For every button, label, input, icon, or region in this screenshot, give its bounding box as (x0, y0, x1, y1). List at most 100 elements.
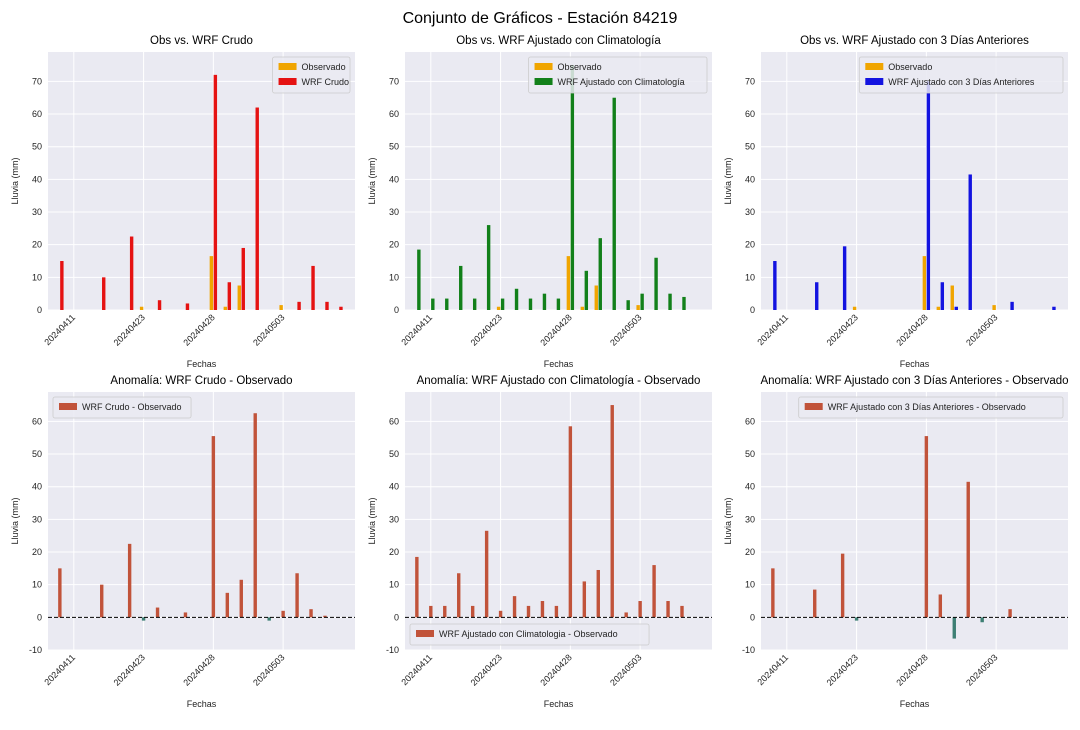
plot-area (761, 52, 1068, 310)
bar-anomalia (211, 436, 216, 618)
bar-anomalia (281, 610, 285, 618)
x-tick-label: 20240411 (399, 652, 434, 687)
bar-anomalia (470, 605, 475, 618)
y-tick-label: 40 (32, 174, 42, 184)
bar-anomalia (771, 568, 775, 618)
plot-area (405, 392, 712, 650)
bar-wrf (842, 246, 847, 310)
bar-wrf (815, 282, 819, 310)
bar-wrf (570, 65, 575, 310)
bar-anomalia (415, 556, 419, 618)
bar-anomalia (854, 617, 859, 621)
bar-wrf (185, 303, 190, 310)
y-tick-label: 30 (389, 207, 399, 217)
bar-wrf (598, 238, 602, 310)
bar-anomalia (980, 617, 984, 623)
x-tick-label: 20240503 (608, 312, 643, 347)
y-tick-label: 40 (32, 482, 42, 492)
bar-anomalia (952, 617, 956, 639)
y-tick-label: 70 (32, 76, 42, 86)
legend-swatch (59, 403, 77, 410)
bar-anomalia (966, 481, 970, 618)
bar-wrf (417, 249, 421, 310)
bar-wrf (584, 270, 589, 310)
bar-wrf (640, 293, 644, 310)
bar-wrf (940, 282, 945, 310)
bar-wrf (926, 81, 931, 310)
bar-wrf (542, 293, 547, 310)
chart-title: Anomalía: WRF Ajustado con 3 Días Anteri… (760, 375, 1068, 387)
bar-anomalia (680, 605, 684, 618)
bar-anomalia (924, 436, 929, 618)
chart-panel-anomalia-climatologia: Anomalía: WRF Ajustado con Climatología … (357, 370, 717, 730)
x-tick-label: 20240411 (42, 312, 77, 347)
legend-label: WRF Ajustado con 3 Días Anteriores (888, 77, 1035, 87)
legend-label: Observado (558, 62, 602, 72)
bar-anomalia (127, 543, 132, 618)
y-tick-label: 20 (389, 547, 399, 557)
bar-anomalia (141, 617, 146, 621)
x-tick-label: 20240428 (894, 312, 929, 347)
y-tick-label: 0 (394, 612, 399, 622)
bar-wrf (556, 298, 561, 310)
legend-box (409, 623, 650, 646)
chart-panel-obs-vs-wrf-crudo: Obs vs. WRF Crudo 0 10 20 30 40 50 60 70 20240411… (0, 30, 360, 390)
bar-wrf (102, 277, 106, 310)
y-tick-label: 0 (37, 305, 42, 315)
legend-swatch (865, 63, 884, 70)
bar-wrf (514, 288, 519, 310)
bar-anomalia (938, 594, 943, 618)
y-tick-label: 20 (745, 240, 755, 250)
y-tick-label: 30 (32, 514, 42, 524)
y-tick-label: 60 (389, 109, 399, 119)
y-tick-label: 10 (745, 580, 755, 590)
bar-wrf (1010, 301, 1014, 310)
x-tick-label: 20240411 (755, 312, 790, 347)
bar-observado (936, 306, 941, 310)
bar-anomalia (596, 569, 600, 618)
bar-anomalia (554, 605, 559, 618)
plot-area (48, 392, 355, 650)
x-tick-label: 20240423 (825, 652, 860, 687)
bar-anomalia (295, 573, 299, 618)
bar-anomalia (526, 605, 531, 618)
y-tick-label: 50 (745, 142, 755, 152)
bar-anomalia (1008, 609, 1012, 618)
x-tick-label: 20240423 (825, 312, 860, 347)
y-tick-label: -10 (742, 645, 755, 655)
y-tick-label: 30 (745, 514, 755, 524)
y-tick-label: 40 (389, 174, 399, 184)
y-tick-label: 50 (745, 449, 755, 459)
bar-anomalia (498, 610, 503, 618)
bar-observado (237, 285, 241, 310)
chart-title: Obs vs. WRF Ajustado con Climatología (456, 35, 661, 47)
bar-anomalia (813, 589, 817, 618)
y-tick-label: -10 (29, 645, 42, 655)
y-tick-label: 60 (389, 416, 399, 426)
x-tick-label: 20240428 (181, 652, 216, 687)
y-axis-label: Lluvia (mm) (367, 157, 377, 204)
y-tick-label: 50 (32, 142, 42, 152)
legend-label: Observado (302, 62, 346, 72)
x-axis-label: Fechas (187, 699, 217, 709)
legend-swatch (278, 78, 297, 85)
x-tick-label: 20240423 (112, 652, 147, 687)
x-tick-label: 20240428 (181, 312, 216, 347)
y-tick-label: 20 (32, 547, 42, 557)
x-tick-label: 20240423 (112, 312, 147, 347)
x-tick-label: 20240411 (42, 652, 77, 687)
y-tick-label: 0 (750, 612, 755, 622)
y-tick-label: 40 (745, 174, 755, 184)
chart-panel-anomalia-3-dias: Anomalía: WRF Ajustado con 3 Días Anteri… (713, 370, 1073, 730)
bar-wrf (129, 236, 134, 310)
bar-observado (580, 306, 585, 310)
chart-panel-anomalia-crudo: Anomalía: WRF Crudo - Observado -10 0 10 20 3… (0, 370, 360, 730)
y-tick-label: 10 (389, 272, 399, 282)
x-tick-label: 20240428 (538, 652, 573, 687)
legend-label: WRF Ajustado con 3 Días Anteriores - Obs… (828, 402, 1026, 412)
chart-title: Anomalía: WRF Ajustado con Climatología … (417, 375, 701, 387)
bar-wrf (325, 301, 329, 310)
x-axis-label: Fechas (544, 699, 574, 709)
bar-wrf (339, 306, 343, 310)
y-tick-label: 30 (32, 207, 42, 217)
